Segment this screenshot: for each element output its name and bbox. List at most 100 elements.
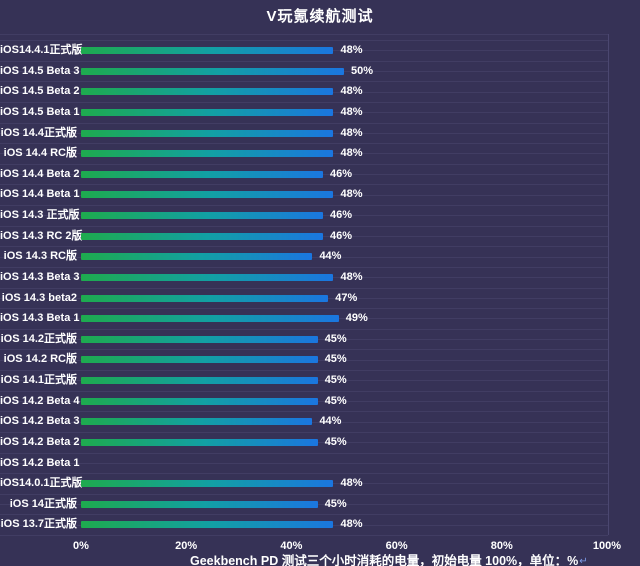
bar (81, 191, 334, 199)
bar (81, 356, 318, 364)
gridline (0, 535, 608, 536)
gridline (0, 390, 608, 392)
bar-category-label: iOS 14.4 Beta 1 (0, 188, 80, 201)
bar-category-label: iOS 14.3 Beta 3 (0, 270, 80, 283)
bar-category-label: iOS14.0.1正式版 (0, 477, 83, 490)
bar-category-label: iOS 14.4 RC版 (3, 147, 77, 160)
bar-category-label: iOS 14.3 Beta 1 (0, 312, 80, 325)
gridline (0, 225, 608, 227)
bar-category-label: iOS 14.2 Beta 2 (0, 435, 80, 448)
bar-category-label: iOS 14.2 Beta 3 (0, 415, 80, 428)
x-axis-tick-label: 20% (175, 540, 198, 552)
chart-row: iOS 14.4正式版 48% (0, 123, 640, 144)
bar-value-label: 48% (340, 147, 363, 160)
gridline (0, 246, 608, 248)
chart-row: iOS 14.3 Beta 1 49% (0, 308, 640, 329)
chart-row: iOS 14.2 Beta 2 45% (0, 432, 640, 453)
bar (81, 67, 344, 75)
bar-value-label: 46% (329, 229, 352, 242)
bar (81, 212, 323, 219)
bar (81, 480, 334, 488)
bar-category-label: iOS 14.2 Beta 4 (0, 394, 80, 407)
bar (81, 88, 334, 96)
bar-category-label: iOS 13.7正式版 (0, 518, 77, 531)
x-axis-tick-label: 0% (73, 540, 89, 552)
bar-value-label: 45% (324, 435, 347, 448)
gridline (0, 81, 608, 83)
chart-row: iOS 14.5 Beta 2 48% (0, 81, 640, 102)
bar-category-label: iOS 14.1正式版 (0, 374, 77, 386)
chart-row: iOS 14.1正式版 45% (0, 370, 640, 391)
chart-row: iOS 14.3 正式版 46% (0, 205, 640, 226)
gridline (0, 514, 608, 516)
bar-value-label: 45% (324, 332, 347, 345)
bar-value-label: 50% (351, 64, 374, 77)
bar (81, 418, 313, 426)
bar-category-label: iOS 14.2 Beta 1 (0, 456, 80, 469)
chart-row: iOS 14.2 RC版 45% (0, 349, 640, 370)
gridline (0, 287, 608, 289)
bar-value-label: 48% (340, 44, 363, 56)
chart-row: iOS 14.3 RC版 44% (0, 246, 640, 267)
bar-category-label: iOS 14.3 beta2 (1, 291, 77, 304)
bar (81, 315, 339, 323)
bar-value-label: 48% (340, 518, 363, 531)
bar (81, 108, 334, 116)
bar (81, 397, 318, 405)
bar-value-label: 44% (319, 415, 342, 428)
bar (81, 47, 334, 54)
bar-value-label: 48% (340, 105, 363, 118)
gridline (0, 328, 608, 330)
bar (81, 232, 323, 240)
chart-row: iOS 14.2 Beta 1 (0, 453, 640, 474)
bar-value-label: 45% (324, 497, 347, 510)
bar-value-label: 46% (329, 167, 352, 180)
gridline (0, 370, 608, 371)
bar-value-label: 49% (345, 312, 368, 325)
x-axis-tick-label: 40% (280, 540, 303, 552)
caption-text: PD 测试三个小时消耗的电量，初始电量 100%，单位：% (257, 554, 579, 566)
gridline (0, 308, 608, 310)
bar-category-label: iOS 14.3 正式版 (0, 209, 80, 221)
gridline (0, 143, 608, 145)
bar-value-label: 48% (340, 188, 363, 201)
chart-row: iOS 13.7正式版 48% (0, 514, 640, 535)
plot-right-border (608, 34, 609, 535)
bar (81, 294, 329, 302)
bar-category-label: iOS 14.2 RC版 (3, 353, 77, 366)
gridline (0, 493, 608, 495)
gridline (0, 163, 608, 165)
bar-value-label: 48% (340, 477, 363, 490)
bar-category-label: iOS 14.3 RC版 (3, 250, 77, 263)
gridline (0, 349, 608, 351)
chart-row: iOS 14.4 Beta 2 46% (0, 164, 640, 185)
bar-value-label: 45% (324, 374, 347, 386)
gridline (0, 122, 608, 124)
chart-row: iOS 14.2正式版 45% (0, 329, 640, 350)
bar-value-label: 48% (340, 85, 363, 98)
gridline (0, 431, 608, 433)
gridline (0, 452, 608, 454)
gridline (0, 473, 608, 475)
x-axis-tick-label: 80% (490, 540, 513, 552)
gridline (0, 462, 608, 464)
caption: Geekbench PD 测试三个小时消耗的电量，初始电量 100%，单位：%↵ (190, 550, 588, 566)
chart-row: iOS 14.2 Beta 4 45% (0, 391, 640, 412)
bar-category-label: iOS 14正式版 (9, 497, 77, 510)
gridline (0, 184, 608, 186)
bar-category-label: iOS 14.4 Beta 2 (0, 167, 80, 180)
bar-value-label: 45% (324, 394, 347, 407)
bar-category-label: iOS14.4.1正式版 (0, 44, 83, 56)
return-mark-icon: ↵ (579, 556, 588, 566)
chart-title: V玩氪续航测试 (266, 8, 374, 25)
bar (81, 129, 334, 137)
gridline (0, 266, 608, 268)
gridline (0, 205, 608, 206)
bar-value-label: 48% (340, 126, 363, 139)
chart-row: iOS14.0.1正式版 48% (0, 473, 640, 494)
x-axis-tick-label: 100% (592, 540, 622, 552)
chart-row: iOS 14.3 Beta 3 48% (0, 267, 640, 288)
bar-value-label: 47% (335, 291, 358, 304)
bar-category-label: iOS 14.4正式版 (0, 126, 77, 139)
